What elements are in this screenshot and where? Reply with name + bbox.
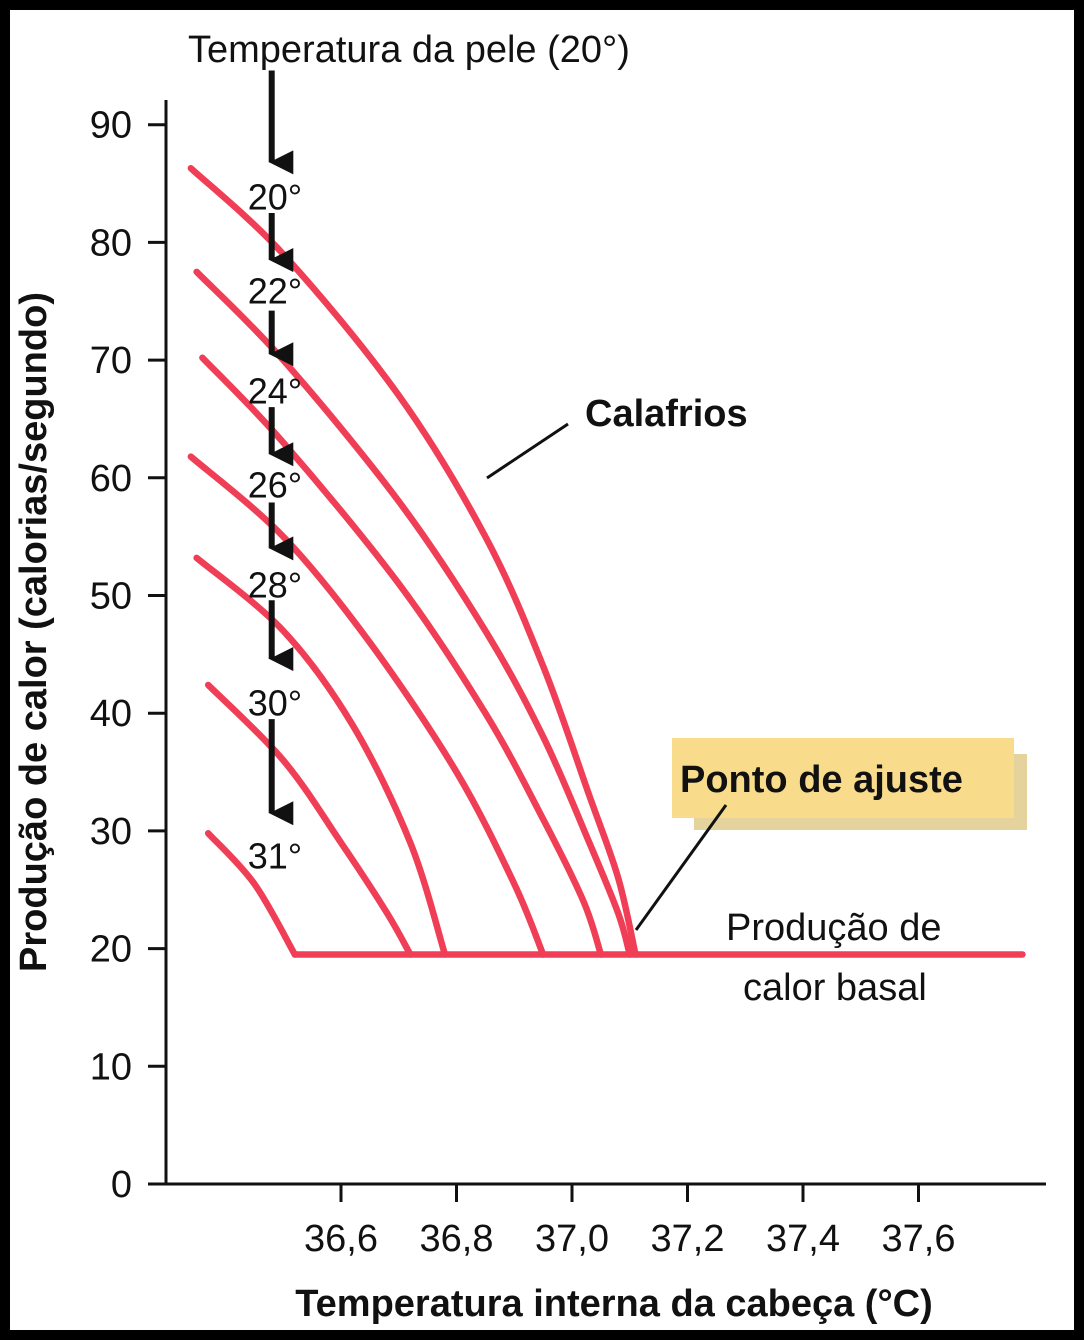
y-tick-label: 20 — [90, 929, 132, 971]
x-tick-label: 37,4 — [766, 1218, 840, 1260]
basal-label-line2: calor basal — [743, 967, 927, 1009]
curve-30 — [204, 681, 414, 958]
y-tick-label: 70 — [90, 340, 132, 382]
chart-title: Temperatura da pele (20°) — [188, 29, 630, 71]
skin-temp-label: 30° — [248, 682, 302, 723]
y-tick-label: 60 — [90, 458, 132, 500]
y-tick-label: 50 — [90, 576, 132, 618]
y-tick-label: 10 — [90, 1046, 132, 1088]
y-tick-label: 0 — [111, 1164, 132, 1206]
skin-temp-label: 24° — [248, 371, 302, 412]
curve-31 — [204, 830, 299, 958]
curves — [187, 164, 1026, 958]
y-ticks: 0 10 20 30 40 50 60 70 80 90 — [90, 105, 166, 1206]
skin-temp-labels: 20° 22° 24° 26° 28° 30° 31° — [248, 176, 302, 876]
skin-temp-label: 31° — [248, 835, 302, 876]
x-tick-label: 37,0 — [535, 1218, 609, 1260]
x-axis-title: Temperatura interna da cabeça (°C) — [295, 1283, 932, 1325]
skin-temp-label: 28° — [248, 565, 302, 606]
x-tick-label: 37,6 — [882, 1218, 956, 1260]
set-point-pointer — [634, 804, 728, 931]
skin-temp-label: 20° — [248, 176, 302, 217]
curve-28 — [193, 554, 449, 958]
calafrios-label: Calafrios — [585, 393, 748, 435]
skin-temp-label: 22° — [248, 270, 302, 311]
y-tick-label: 90 — [90, 105, 132, 147]
set-point-callout-box — [672, 738, 1014, 818]
calafrios-pointer — [486, 422, 569, 480]
skin-temp-label: 26° — [248, 465, 302, 506]
y-tick-label: 30 — [90, 811, 132, 853]
y-axis-title: Produção de calor (calorias/segundo) — [13, 292, 55, 972]
y-tick-label: 80 — [90, 222, 132, 264]
x-tick-label: 36,8 — [420, 1218, 494, 1260]
x-tick-label: 36,6 — [304, 1218, 378, 1260]
y-tick-label: 40 — [90, 693, 132, 735]
x-tick-label: 37,2 — [651, 1218, 725, 1260]
x-ticks: 36,6 36,8 37,0 37,2 37,4 37,6 — [304, 1184, 955, 1260]
set-point-label: Ponto de ajuste — [680, 759, 963, 801]
basal-label-line1: Produção de — [726, 907, 942, 949]
